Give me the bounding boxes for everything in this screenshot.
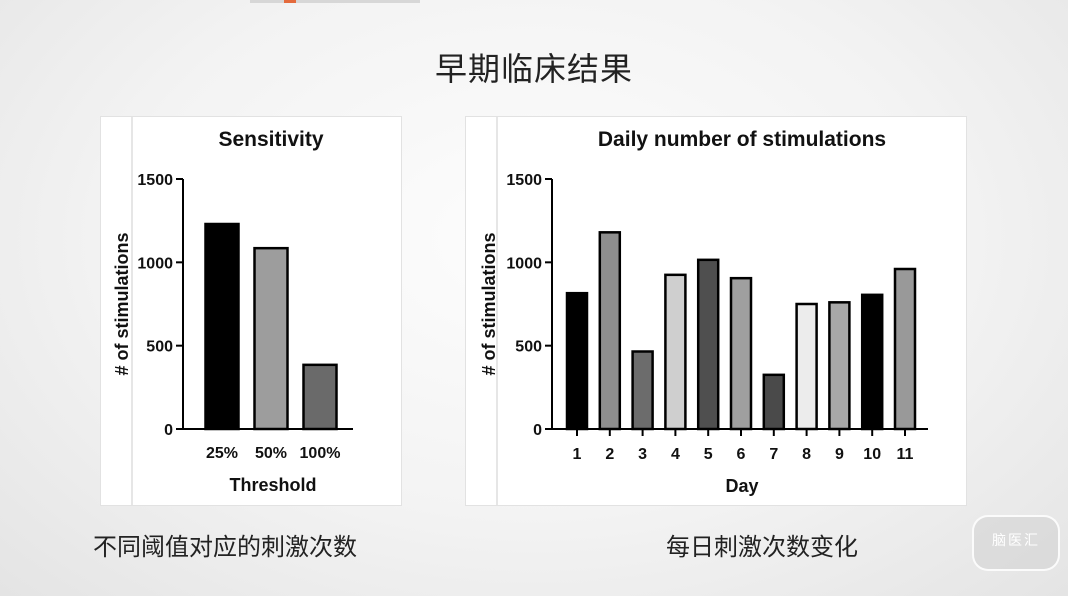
top-accent-bar [250,0,420,3]
panel-divider [496,117,498,505]
bar [598,231,622,431]
bar [696,258,720,431]
bar [204,222,240,431]
watermark-logo: 脑医汇 [972,515,1060,571]
bar [828,301,851,431]
bar [631,350,654,431]
x-tick-label: 11 [897,446,914,463]
y-axis-label: # of stimulations [479,232,499,375]
x-tick-label: 5 [704,446,713,463]
x-tick-label: 8 [802,446,811,463]
y-tick-label: 1000 [137,255,173,272]
x-tick-label: 25% [206,445,238,462]
x-tick-label: 2 [605,446,614,463]
y-tick-label: 500 [515,339,542,356]
chart-title: Daily number of stimulations [598,128,886,151]
y-axis-label: # of stimulations [112,232,132,375]
y-tick-label: 0 [533,422,542,439]
bar [762,373,786,431]
y-tick-label: 0 [164,422,173,439]
y-tick-label: 1000 [506,255,542,272]
x-tick-label: 50% [255,445,287,462]
x-tick-label: 7 [769,446,778,463]
bar [253,246,289,431]
slide-title: 早期临床结果 [434,50,633,88]
x-tick-label: 4 [671,446,680,463]
x-tick-label: 100% [300,445,341,462]
bar [729,276,753,431]
bar [795,302,818,431]
bar [664,273,687,431]
bar [893,267,917,431]
x-axis-label: Day [725,476,758,496]
daily-stimulations-chart-panel: Daily number of stimulations 0 500 1000 1500… [465,116,967,506]
x-tick-label: 9 [835,446,844,463]
x-tick-label: 10 [863,446,881,463]
y-tick-label: 500 [146,339,173,356]
sensitivity-chart: Sensitivity 0 500 1000 1500 25% 50% 100% Thresho… [112,128,353,495]
bar [860,293,884,431]
panel-divider [131,117,133,505]
x-tick-label: 6 [737,446,746,463]
x-tick-label: 3 [638,446,647,463]
y-tick-label: 1500 [137,172,173,189]
y-tick-label: 1500 [506,172,542,189]
sensitivity-chart-panel: Sensitivity 0 500 1000 1500 25% 50% 100% Thresho… [100,116,402,506]
bar [565,291,589,431]
x-axis-label: Threshold [229,475,316,495]
caption-threshold-stimulations: 不同阈值对应的刺激次数 [93,533,357,561]
caption-daily-stimulations: 每日刺激次数变化 [666,533,858,561]
chart-title: Sensitivity [218,128,323,151]
x-tick-label: 1 [573,446,582,463]
bar [302,363,338,431]
daily-stimulations-chart: Daily number of stimulations 0 500 1000 1500… [479,128,928,496]
